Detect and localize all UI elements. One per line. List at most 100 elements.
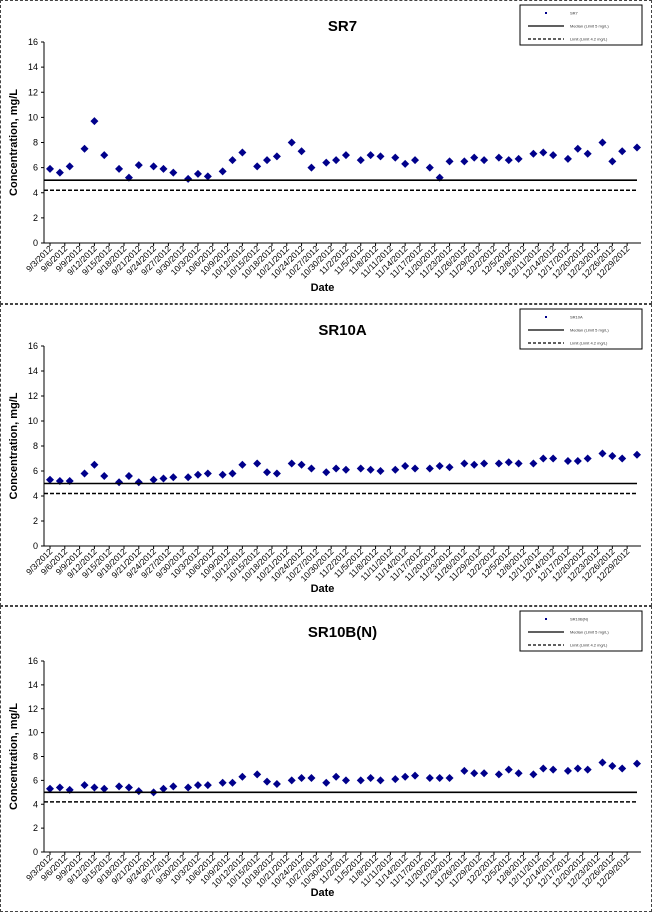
data-point bbox=[401, 462, 410, 470]
data-point bbox=[391, 465, 400, 474]
data-point bbox=[445, 157, 454, 166]
data-point bbox=[149, 162, 158, 171]
data-point bbox=[376, 467, 385, 475]
data-point bbox=[115, 164, 124, 173]
data-point bbox=[376, 152, 385, 161]
y-tick-label: 8 bbox=[33, 138, 38, 148]
data-point bbox=[598, 138, 607, 147]
data-point bbox=[401, 159, 410, 168]
data-point bbox=[494, 770, 503, 779]
data-point bbox=[411, 771, 420, 780]
y-tick-label: 14 bbox=[28, 680, 38, 690]
data-point bbox=[253, 459, 262, 468]
data-point bbox=[341, 776, 350, 785]
data-point bbox=[356, 156, 365, 165]
data-point bbox=[134, 787, 143, 796]
y-tick-label: 10 bbox=[28, 728, 38, 738]
data-point bbox=[272, 469, 281, 478]
data-point bbox=[341, 465, 350, 474]
data-point bbox=[203, 781, 212, 790]
x-axis-label: Date bbox=[311, 887, 335, 899]
data-point bbox=[253, 162, 262, 171]
data-point bbox=[134, 161, 143, 170]
data-point bbox=[411, 156, 420, 165]
data-point bbox=[470, 153, 479, 162]
data-point bbox=[391, 153, 400, 162]
data-point bbox=[494, 153, 503, 162]
legend: SR10B(N) Median (Limit 5 mg/L) Limit (Limi… bbox=[519, 610, 643, 652]
data-point bbox=[563, 154, 572, 163]
data-point bbox=[470, 460, 479, 469]
data-point bbox=[272, 152, 281, 161]
data-point bbox=[322, 468, 331, 477]
data-point bbox=[341, 151, 350, 160]
x-axis-label: Date bbox=[311, 583, 335, 595]
data-point bbox=[287, 776, 296, 785]
data-point bbox=[633, 143, 641, 152]
y-axis-label: Concentration, mg/L bbox=[8, 392, 20, 499]
data-point bbox=[460, 766, 469, 775]
legend-label: Limit (Limit 4.2 mg/L) bbox=[570, 341, 608, 346]
data-point bbox=[583, 765, 592, 774]
data-point bbox=[218, 470, 227, 479]
data-point bbox=[633, 759, 641, 768]
data-point bbox=[115, 782, 124, 791]
data-point bbox=[169, 473, 178, 482]
data-point bbox=[549, 454, 558, 463]
data-point bbox=[425, 464, 434, 473]
y-tick-label: 2 bbox=[33, 516, 38, 526]
legend-label: Median (Limit 5 mg/L) bbox=[570, 24, 609, 29]
chart-title: SR10B(N) bbox=[308, 624, 377, 641]
legend-label: SR10B(N) bbox=[570, 617, 589, 622]
data-point bbox=[100, 784, 109, 793]
data-point bbox=[332, 156, 341, 165]
chart-panel-sr10b: SR10B(N) Concentration, mg/L 0 2 4 6 8 10 12 14 16… bbox=[0, 606, 652, 912]
y-tick-label: 0 bbox=[33, 541, 38, 551]
y-axis-label: Concentration, mg/L bbox=[8, 703, 20, 810]
data-point bbox=[332, 464, 341, 473]
y-tick-label: 2 bbox=[33, 823, 38, 833]
data-point bbox=[287, 138, 296, 147]
legend-label: Median (Limit 5 mg/L) bbox=[570, 630, 609, 635]
data-point bbox=[401, 772, 410, 781]
data-point bbox=[253, 770, 262, 779]
data-point bbox=[169, 168, 178, 177]
data-point bbox=[391, 775, 400, 784]
data-point bbox=[90, 783, 99, 792]
data-point bbox=[460, 157, 469, 166]
data-point bbox=[563, 766, 572, 775]
y-tick-label: 8 bbox=[33, 441, 38, 451]
y-tick-label: 12 bbox=[28, 704, 38, 714]
data-point bbox=[238, 148, 247, 157]
data-point bbox=[411, 464, 420, 473]
data-point bbox=[549, 151, 558, 160]
data-point bbox=[529, 770, 538, 779]
data-point bbox=[159, 474, 168, 483]
data-point bbox=[618, 454, 627, 463]
data-point bbox=[169, 782, 178, 791]
data-point bbox=[539, 148, 548, 157]
legend-marker-swatch bbox=[545, 316, 547, 318]
data-point bbox=[470, 769, 479, 778]
legend-label: Limit (Limit 4.2 mg/L) bbox=[570, 643, 608, 648]
data-point bbox=[297, 147, 306, 156]
y-tick-label: 6 bbox=[33, 775, 38, 785]
chart-panel-sr10a: SR10A Concentration, mg/L 0 2 4 6 8 10 12 14 16 9/3… bbox=[0, 304, 652, 606]
y-tick-label: 8 bbox=[33, 752, 38, 762]
legend: SR7 Median (Limit 5 mg/L) Limit (Limit 4.2… bbox=[519, 4, 643, 46]
data-point bbox=[529, 459, 538, 468]
data-point bbox=[583, 454, 592, 463]
legend-marker-swatch bbox=[545, 12, 547, 14]
data-point bbox=[480, 769, 489, 778]
data-point bbox=[514, 459, 523, 468]
data-point bbox=[228, 469, 237, 478]
data-point bbox=[514, 154, 523, 163]
y-tick-label: 0 bbox=[33, 847, 38, 857]
data-point bbox=[366, 773, 375, 782]
chart-panel-sr7: SR7 Concentration, mg/L 0 2 4 6 8 10 12 14 16 9/3/2… bbox=[0, 0, 652, 304]
data-point bbox=[504, 156, 513, 165]
data-point bbox=[618, 147, 627, 156]
data-point bbox=[203, 469, 212, 478]
y-tick-label: 14 bbox=[28, 62, 38, 72]
